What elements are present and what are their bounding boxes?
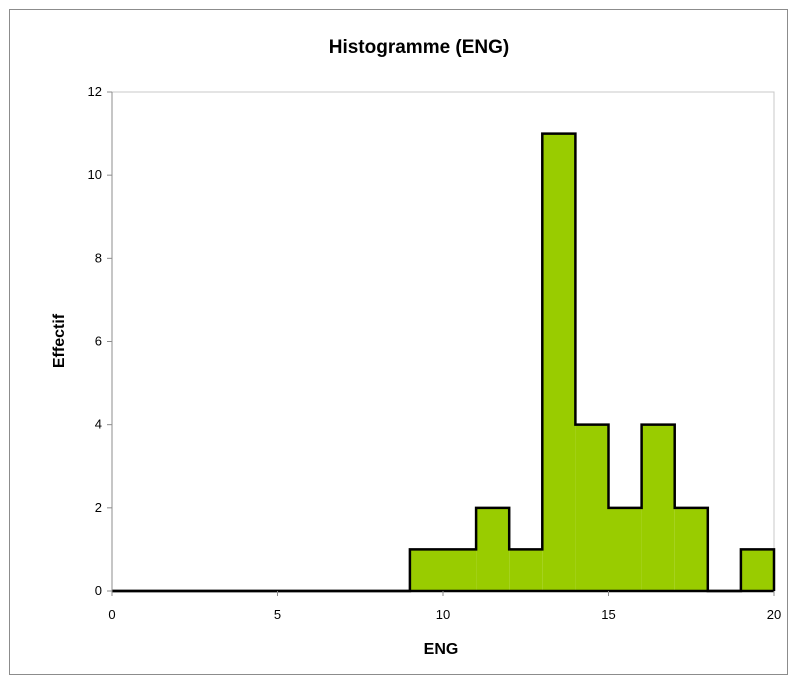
y-tick-label: 0 [95,583,102,598]
y-tick-label: 10 [88,167,102,182]
y-tick-label: 12 [88,84,102,99]
y-axis-label: Effectif [51,313,68,368]
histogram-bar-19 [740,549,774,591]
axes-group: 0 2 4 6 8 10 12 0 5 10 15 20 [88,84,782,622]
histogram-bar-10 [443,549,477,591]
y-tick-label: 6 [95,334,102,349]
histogram-bar-13 [542,133,576,592]
histogram-bar-11 [476,507,510,591]
y-tick-label: 4 [95,417,102,432]
y-tick-label: 8 [95,250,102,265]
x-tick-label: 0 [108,607,115,622]
y-tick-label: 2 [95,500,102,515]
histogram-bar-16 [641,424,675,591]
x-tick-label: 10 [436,607,450,622]
histogram-bar-17 [674,507,708,591]
x-tick-label: 5 [274,607,281,622]
histogram-bar-12 [509,549,543,591]
x-tick-label: 20 [767,607,781,622]
x-axis-label: ENG [424,641,459,658]
histogram-bar-9 [409,549,443,591]
chart-title: Histogramme (ENG) [329,37,510,58]
histogram-bar-15 [608,507,642,591]
x-tick-label: 15 [601,607,615,622]
histogram-bar-14 [575,424,609,591]
bars-group [112,132,776,593]
